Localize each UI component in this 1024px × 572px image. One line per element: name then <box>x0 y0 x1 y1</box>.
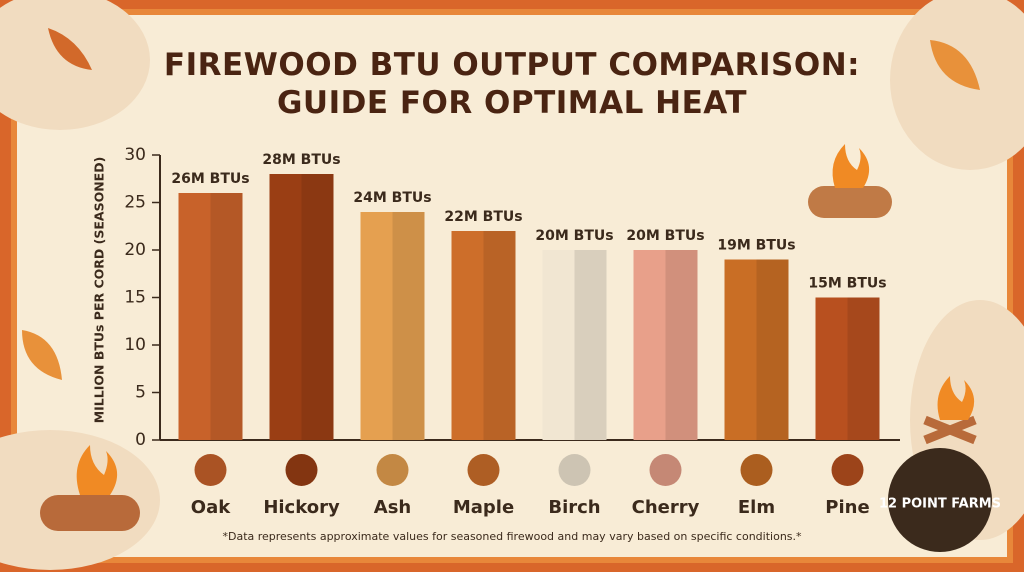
x-tick-label: Birch <box>548 497 600 518</box>
bar <box>724 259 789 440</box>
fire-icon <box>76 445 118 495</box>
log-icon <box>923 415 977 445</box>
value-label: 26M BTUs <box>171 171 249 187</box>
log-icon <box>40 495 140 531</box>
x-tick-label: Ash <box>374 497 411 518</box>
wood-icon <box>649 454 682 486</box>
chart-title: FIREWOOD BTU OUTPUT COMPARISON: GUIDE FO… <box>163 47 861 121</box>
decor <box>890 0 1024 170</box>
bar <box>542 250 607 440</box>
bar <box>633 250 698 440</box>
y-tick-label: 5 <box>135 383 146 403</box>
log-icon <box>808 186 892 218</box>
leaf-icon <box>930 40 980 90</box>
y-tick-label: 25 <box>124 193 146 213</box>
fire-icon <box>832 144 870 188</box>
value-label: 24M BTUs <box>353 190 431 206</box>
value-label: 22M BTUs <box>444 209 522 225</box>
y-tick-label: 20 <box>124 240 146 260</box>
wood-icon <box>558 454 591 486</box>
wood-icon <box>740 454 773 486</box>
x-tick-label: Hickory <box>263 497 340 518</box>
x-tick-label: Elm <box>738 497 775 518</box>
x-tick-label: Oak <box>191 497 231 518</box>
bar <box>269 174 334 440</box>
wood-icon <box>467 454 500 486</box>
y-tick-label: 15 <box>124 288 146 308</box>
value-label: 20M BTUs <box>535 228 613 244</box>
bar <box>178 193 243 440</box>
bar <box>360 212 425 440</box>
logo: 12 POINT FARMS <box>879 497 1001 512</box>
y-axis-label: MILLION BTUs PER CORD (SEASONED) <box>92 157 107 424</box>
bar <box>815 297 880 440</box>
wood-icon <box>831 454 864 486</box>
leaf-icon <box>48 28 92 70</box>
fire-icon <box>937 376 975 420</box>
value-label: 15M BTUs <box>808 276 886 292</box>
footnote: *Data represents approximate values for … <box>222 530 802 543</box>
bar <box>451 231 516 440</box>
y-tick-label: 30 <box>124 145 146 165</box>
wood-icon <box>194 454 227 486</box>
x-tick-label: Pine <box>825 497 869 518</box>
wood-icon <box>285 454 318 486</box>
y-tick-label: 0 <box>135 430 146 450</box>
value-label: 19M BTUs <box>717 238 795 254</box>
x-tick-label: Cherry <box>632 497 700 518</box>
wood-icon <box>376 454 409 486</box>
y-tick-label: 10 <box>124 335 146 355</box>
value-label: 20M BTUs <box>626 228 704 244</box>
x-tick-label: Maple <box>453 497 514 518</box>
leaf-icon <box>22 330 62 380</box>
logo-badge <box>888 448 992 552</box>
value-label: 28M BTUs <box>262 152 340 168</box>
